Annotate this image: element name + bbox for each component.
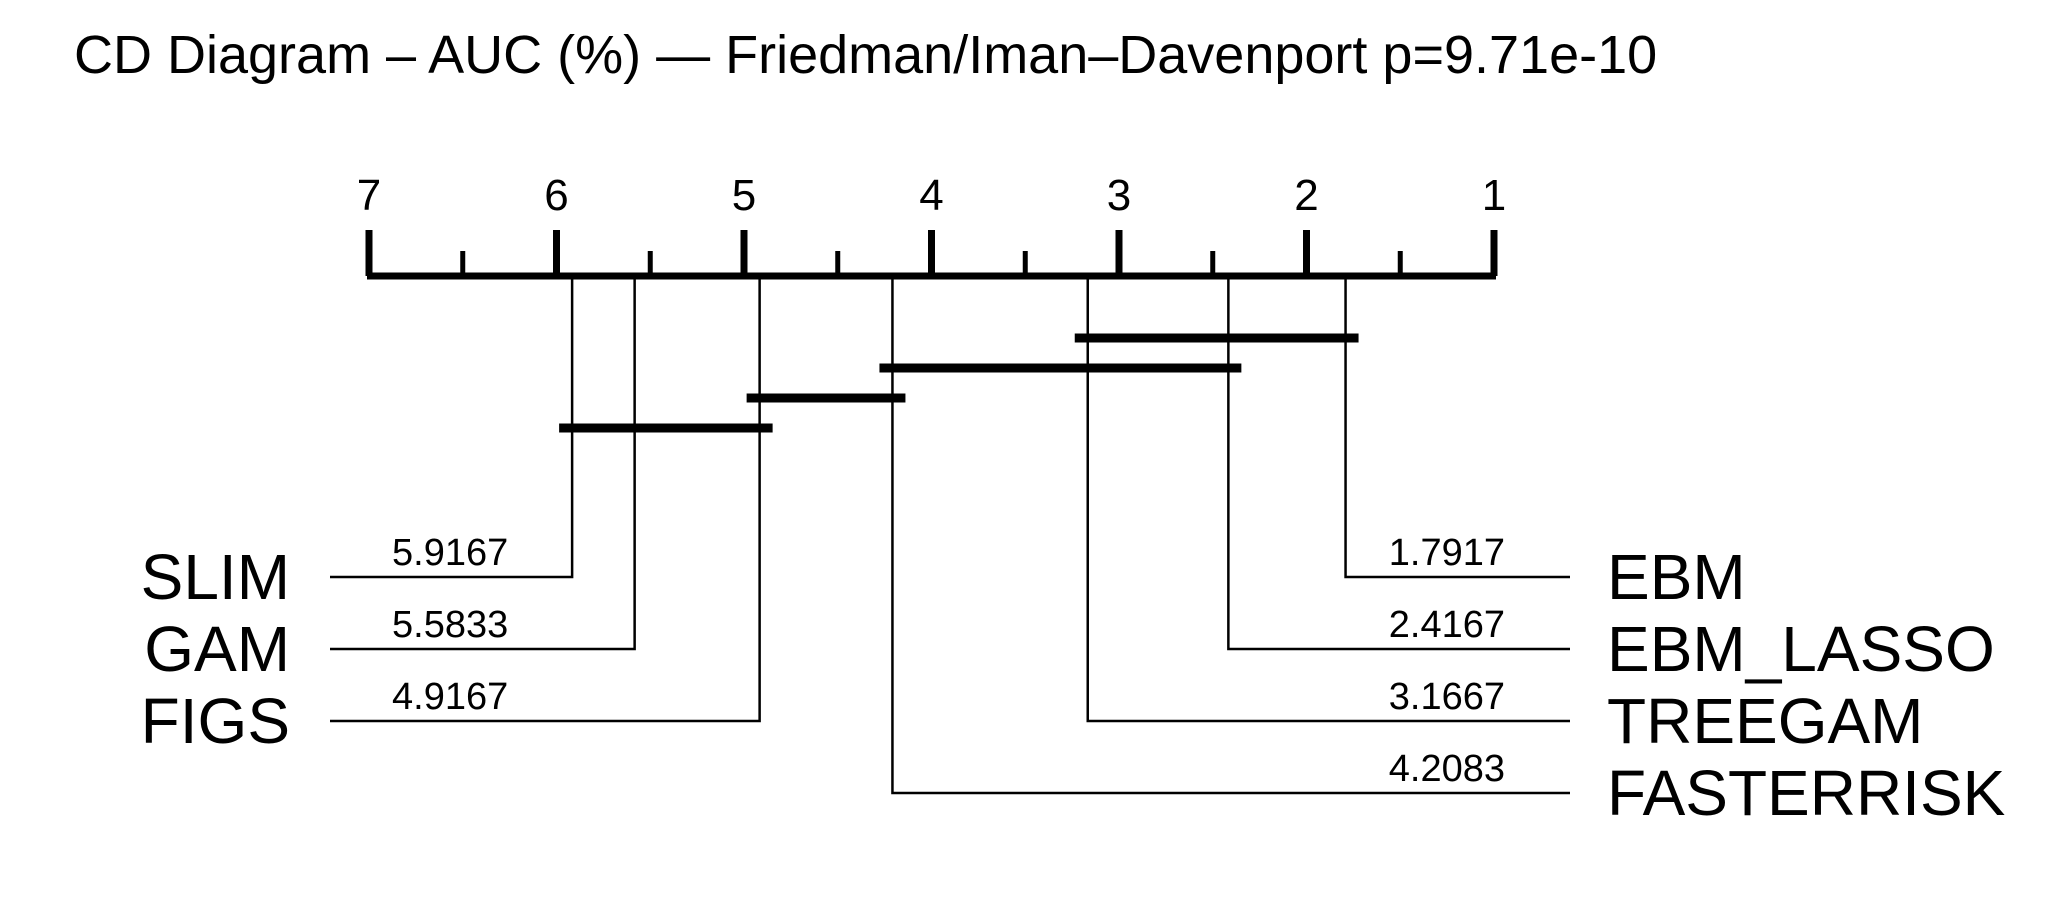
- method-label: EBM: [1607, 541, 1746, 613]
- rank-value-label: 5.9167: [392, 532, 508, 574]
- rank-value-label: 2.4167: [1389, 604, 1505, 646]
- method-label: TREEGAM: [1607, 685, 1923, 757]
- rank-value-label: 4.9167: [392, 676, 508, 718]
- axis-tick-label: 7: [357, 171, 381, 220]
- rank-connector: [1086, 276, 1570, 723]
- axis-tick-label: 3: [1107, 171, 1131, 220]
- rank-connector: [330, 276, 636, 651]
- rank-value-label: 1.7917: [1389, 532, 1505, 574]
- rank-connector: [1344, 276, 1570, 579]
- method-label: FASTERRISK: [1607, 757, 2005, 829]
- rank-value-label: 5.5833: [392, 604, 508, 646]
- rank-connector: [330, 276, 761, 723]
- rank-value-label: 3.1667: [1389, 676, 1505, 718]
- method-label: SLIM: [141, 541, 290, 613]
- axis-tick-label: 2: [1294, 171, 1318, 220]
- axis-tick-label: 5: [732, 171, 756, 220]
- axis-tick-label: 1: [1482, 171, 1506, 220]
- axis-tick-label: 6: [544, 171, 568, 220]
- rank-connector: [891, 276, 1570, 795]
- axis-tick-label: 4: [919, 171, 943, 220]
- rank-connector: [1227, 276, 1570, 651]
- method-label: EBM_LASSO: [1607, 613, 1995, 685]
- chart-title: CD Diagram – AUC (%) — Friedman/Iman–Dav…: [74, 25, 1658, 85]
- method-label: FIGS: [141, 685, 290, 757]
- method-label: GAM: [144, 613, 290, 685]
- rank-value-label: 4.2083: [1389, 748, 1505, 790]
- rank-connector: [330, 276, 574, 579]
